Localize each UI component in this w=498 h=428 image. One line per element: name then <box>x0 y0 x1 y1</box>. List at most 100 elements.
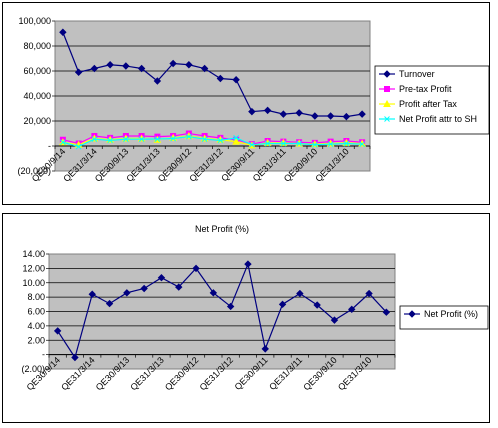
financials-legend-label: Net Profit attr to SH <box>399 114 477 124</box>
net-profit-series-line <box>57 262 387 359</box>
financials-data-point <box>170 135 176 142</box>
net-profit-data-point <box>157 274 166 282</box>
net-profit-ytick-label: 10.00 <box>22 278 45 288</box>
financials-data-point <box>216 74 225 83</box>
financials-data-point <box>359 141 365 147</box>
net-profit-data-point <box>313 301 321 309</box>
financials-data-point <box>232 76 240 84</box>
chart-panel-financials: (20,000) - 20,000 40,000 60,000 80,000 100,000… <box>2 2 490 205</box>
financials-data-point <box>185 61 193 69</box>
financials-data-point <box>217 137 224 144</box>
financials-legend-marker <box>383 70 391 78</box>
financials-data-point <box>232 137 240 145</box>
net-profit-ytick-label: 4.00 <box>27 321 45 331</box>
financials-data-point <box>327 141 334 147</box>
financials-data-point <box>343 140 350 147</box>
financials-data-point <box>295 109 303 117</box>
net-profit-data-point <box>105 299 114 308</box>
financials-data-point <box>358 110 366 118</box>
financials-series-line <box>62 136 363 148</box>
financials-data-point <box>107 137 113 144</box>
financials-ytick-label: 40,000 <box>23 91 51 101</box>
financials-data-point <box>279 110 288 118</box>
financials-ytick-label: 80,000 <box>23 41 51 51</box>
net-profit-ytick-label: 14.00 <box>22 249 45 259</box>
net-profit-legend-box <box>399 305 489 330</box>
financials-data-point <box>200 64 209 73</box>
net-profit-ytick-label: 6.00 <box>27 307 45 317</box>
net-profit-data-point <box>296 289 304 298</box>
financials-legend-label: Turnover <box>399 69 435 79</box>
net-profit-data-point <box>123 289 131 297</box>
financials-data-point <box>90 64 99 73</box>
financials-data-point <box>75 143 82 150</box>
financials-data-point <box>248 107 256 116</box>
financials-data-point <box>60 139 66 146</box>
net-profit-data-point <box>88 290 96 298</box>
financials-legend-marker <box>384 116 390 122</box>
financials-ytick-label: - <box>48 141 51 151</box>
financials-legend-box <box>374 65 489 135</box>
financials-ytick-label: 60,000 <box>23 66 51 76</box>
net-profit-series-0 <box>53 260 391 362</box>
financials-data-point <box>74 68 83 76</box>
net-profit-data-point <box>365 289 373 298</box>
financials-data-point <box>123 136 129 142</box>
financials-legend: Turnover Pre-tax Profit Profit after Tax Ne… <box>374 65 489 135</box>
financials-data-point <box>153 77 162 85</box>
net-profit-data-point <box>261 345 269 353</box>
financials-series-3 <box>60 133 365 150</box>
financials-data-point <box>296 140 302 147</box>
financials-data-point <box>137 64 146 73</box>
net-profit-data-point <box>192 264 200 273</box>
net-profit-ytick-label: 12.00 <box>22 263 45 273</box>
financials-data-point <box>264 140 271 147</box>
net-profit-data-point <box>140 284 148 293</box>
financials-data-point <box>326 112 335 120</box>
financials-data-point <box>249 141 255 148</box>
financials-data-point <box>201 136 208 142</box>
net-profit-data-point <box>278 300 287 309</box>
financials-data-point <box>342 112 351 121</box>
financials-data-point <box>106 61 114 69</box>
net-profit-legend: Net Profit (%) <box>399 305 489 330</box>
net-profit-legend-marker <box>408 310 416 318</box>
net-profit-data-point <box>244 260 252 268</box>
financials-legend-label: Pre-tax Profit <box>399 84 452 94</box>
financials-data-point <box>280 140 287 147</box>
financials-series-0 <box>59 28 366 121</box>
financials-data-point <box>169 59 177 68</box>
financials-data-point <box>233 135 239 141</box>
net-profit-ytick-label: 8.00 <box>27 292 45 302</box>
financials-data-point <box>186 133 192 140</box>
financials-legend-marker <box>384 86 390 92</box>
financials-legend-marker <box>383 99 391 107</box>
net-profit-data-point <box>175 283 183 291</box>
financials-data-point <box>59 28 67 36</box>
net-profit-data-point <box>382 308 391 316</box>
net-profit-chart: Net Profit (%) (2.00) - 2.00 4.00 6.00 8.00 10.… <box>21 224 489 392</box>
net-profit-data-point <box>53 327 62 335</box>
financials-data-point <box>122 62 130 70</box>
financials-data-point <box>138 136 145 142</box>
financials-data-point <box>311 112 319 120</box>
net-profit-ytick-label: - <box>42 350 45 360</box>
net-profit-data-point <box>330 316 339 324</box>
financials-ytick-label: 20,000 <box>23 116 51 126</box>
financials-data-point <box>91 136 98 142</box>
net-profit-legend-label: Net Profit (%) <box>424 309 478 319</box>
net-profit-data-point <box>348 305 356 314</box>
net-profit-data-point <box>209 289 218 297</box>
financials-chart: (20,000) - 20,000 40,000 60,000 80,000 100,000… <box>17 16 489 184</box>
net-profit-ytick-label: (2.00) <box>21 364 45 374</box>
net-profit-title: Net Profit (%) <box>195 224 249 234</box>
financials-legend-label: Profit after Tax <box>399 99 457 109</box>
net-profit-data-point <box>226 302 235 311</box>
net-profit-ytick-label: 2.00 <box>27 335 45 345</box>
financials-ytick-label: (20,000) <box>17 166 51 176</box>
net-profit-data-point <box>71 353 79 362</box>
financials-data-point <box>312 141 318 148</box>
financials-ytick-label: 100,000 <box>18 16 51 26</box>
chart-panel-net-profit: Net Profit (%) (2.00) - 2.00 4.00 6.00 8.00 10.… <box>2 213 490 423</box>
financials-data-point <box>263 106 272 115</box>
